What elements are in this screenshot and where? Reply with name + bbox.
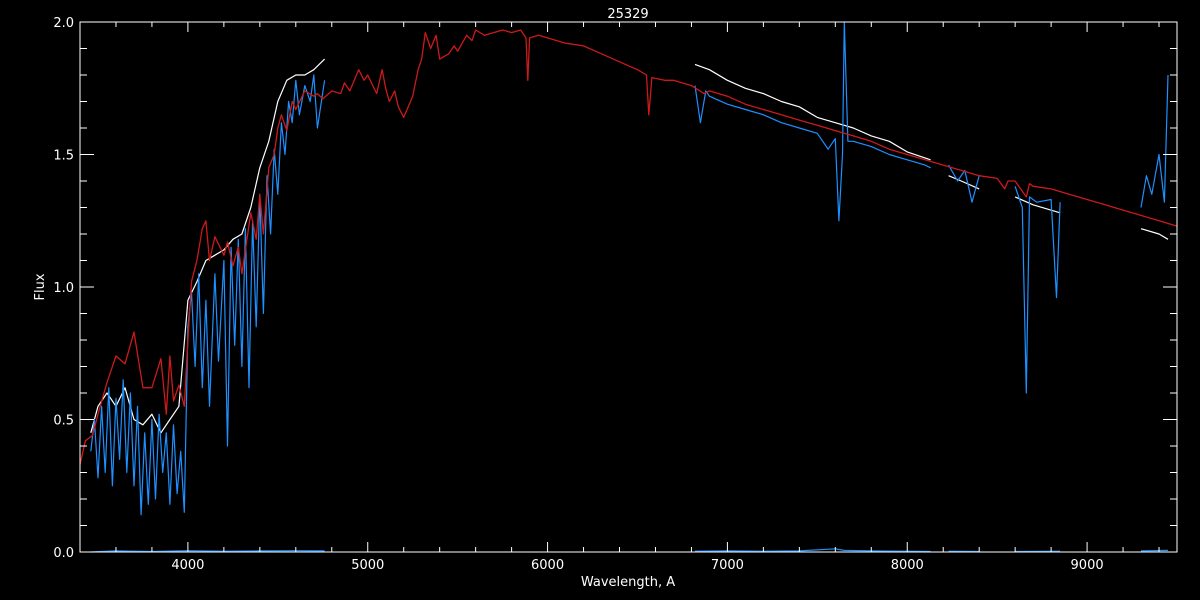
model-series-line	[79, 29, 1178, 465]
baseline-fitted-series-segment	[1140, 549, 1169, 552]
fitted-series-segment	[948, 164, 980, 203]
x-axis-label: Wavelength, A	[581, 575, 675, 590]
x-tick-label: 8000	[891, 558, 924, 573]
y-axis-label: Flux	[33, 273, 48, 300]
x-tick-label: 7000	[711, 558, 744, 573]
x-tick-label: 5000	[351, 558, 384, 573]
x-tick-label: 6000	[531, 558, 564, 573]
y-tick-label: 1.0	[53, 281, 74, 296]
observed-series-segment	[694, 63, 931, 161]
fitted-series-segment	[1140, 74, 1169, 208]
series-layer	[79, 21, 1178, 553]
fitted-series-segment	[1014, 186, 1061, 394]
x-tick-label: 4000	[171, 558, 204, 573]
observed-series-line	[90, 58, 326, 434]
y-tick-label: 0.5	[53, 414, 74, 429]
fitted-series-segment	[694, 21, 931, 222]
y-tick-label: 0.0	[53, 546, 74, 561]
observed-series-segment	[948, 175, 980, 190]
y-tick-label: 2.0	[53, 16, 74, 31]
fitted-series-line	[90, 74, 326, 516]
observed-series-segment	[1140, 228, 1169, 240]
chart-title: 25329	[607, 7, 648, 22]
x-tick-label: 9000	[1071, 558, 1104, 573]
tick-layer: 4000 5000 6000 7000 8000 9000 0.0 0.5 1.0 1.5 2.0	[53, 16, 1177, 573]
baseline-fitted-series-segment	[90, 550, 325, 553]
plot-frame	[79, 21, 1178, 553]
y-tick-label: 1.5	[53, 149, 74, 164]
